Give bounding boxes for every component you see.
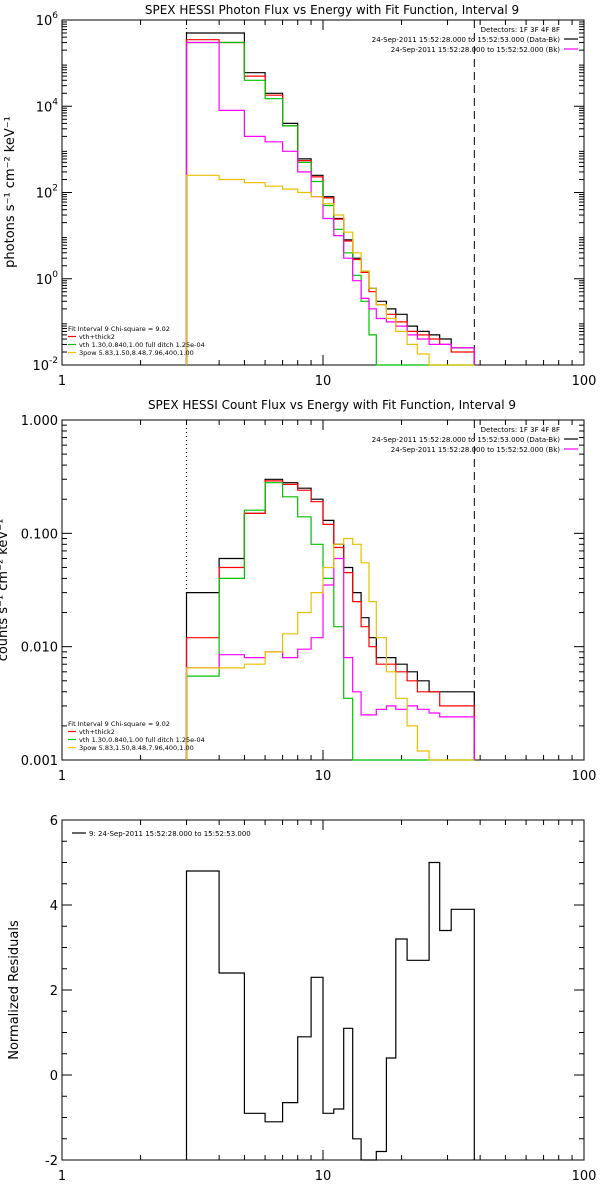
count-legend-detectors: Detectors: 1F 3F 4F 8F 24-Sep-2011 15:52:… (372, 426, 578, 454)
legend-entry-text: Detectors: 1F 3F 4F 8F (481, 26, 560, 34)
legend-entry-text: 24-Sep-2011 15:52:28.000 to 15:52:52.000… (391, 46, 561, 54)
photon-x-tick-label: 100 (572, 374, 597, 389)
count-x-tick-label: 10 (315, 769, 332, 784)
residuals-y-tick-label: -2 (45, 1154, 58, 1169)
photon-x-tick-label: 10 (315, 374, 332, 389)
photon-legend-fit: Fit Interval 9 Chi-square = 9.02vth+thic… (68, 325, 205, 357)
photon-chart-title: SPEX HESSI Photon Flux vs Energy with Fi… (145, 3, 519, 17)
count-series-group (185, 478, 475, 761)
count-x-tick-label: 1 (58, 769, 66, 784)
photon-series-line-4 (185, 174, 475, 366)
count-flux-panel: SPEX HESSI Count Flux vs Energy with Fit… (0, 398, 596, 784)
photon-x-ticks: 1 10 100 (58, 20, 597, 389)
count-chart-title: SPEX HESSI Count Flux vs Energy with Fit… (148, 398, 516, 412)
photon-y-tick-label: 100 (36, 270, 59, 288)
residuals-series-group (185, 861, 475, 1161)
count-series-line-0 (185, 478, 475, 760)
count-y-tick-label: 0.100 (21, 527, 58, 542)
legend-entry-text: Detectors: 1F 3F 4F 8F (481, 426, 560, 434)
residuals-y-tick-label: 2 (50, 984, 58, 999)
legend-entry-text: vth 1.30,0.840,1.00 full ditch 1.25e-04 (79, 736, 205, 744)
photon-x-tick-label: 1 (58, 374, 66, 389)
photon-series-line-1 (185, 39, 475, 365)
count-y-ticks: 0.001 0.010 0.100 1.000 (21, 414, 584, 769)
legend-entry-text: Fit Interval 9 Chi-square = 9.02 (68, 720, 170, 728)
photon-y-tick-label: 106 (36, 11, 59, 29)
residuals-y-tick-label: 4 (50, 899, 58, 914)
photon-y-tick-label: 102 (36, 184, 58, 202)
photon-legend-detectors: Detectors: 1F 3F 4F 8F 24-Sep-2011 15:52:… (372, 26, 578, 54)
count-series-line-4 (185, 537, 475, 761)
residuals-y-axis-label: Normalized Residuals (7, 920, 22, 1060)
legend-entry-text: 24-Sep-2011 15:52:28.000 to 15:52:52.000… (391, 446, 561, 454)
photon-flux-panel: SPEX HESSI Photon Flux vs Energy with Fi… (3, 3, 596, 389)
count-y-tick-label: 1.000 (21, 414, 58, 429)
photon-series-group (185, 32, 475, 366)
legend-entry-text: 3pow 5.83,1.50,8.48,7.96,400,1.00 (79, 349, 194, 357)
legend-entry-text: vth+thick2 (79, 728, 115, 736)
count-series-line-2 (185, 482, 475, 761)
photon-y-axis-label: photons s⁻¹ cm⁻² keV⁻¹ (3, 116, 18, 268)
residuals-x-tick-label: 10 (315, 1169, 332, 1184)
legend-entry-text: 24-Sep-2011 15:52:28.000 to 15:52:53.000… (372, 436, 561, 444)
photon-series-line-3 (185, 41, 475, 365)
count-series-line-1 (185, 480, 475, 760)
residuals-y-tick-label: 0 (50, 1069, 58, 1084)
legend-entry-text: 9: 24-Sep-2011 15:52:28.000 to 15:52:53.… (89, 830, 251, 838)
residuals-series-line-0 (185, 861, 475, 1161)
count-x-ticks: 1 10 100 (58, 420, 597, 784)
residuals-y-tick-label: 6 (50, 814, 58, 829)
count-x-tick-label: 100 (572, 769, 597, 784)
photon-y-tick-label: 10-2 (32, 356, 58, 374)
residuals-x-tick-label: 1 (58, 1169, 66, 1184)
count-legend-fit: Fit Interval 9 Chi-square = 9.02vth+thic… (68, 720, 205, 752)
count-y-tick-label: 0.010 (21, 641, 58, 656)
residuals-x-ticks: 1 10 100 (58, 820, 597, 1184)
count-y-axis-label: counts s⁻¹ cm⁻² keV⁻¹ (0, 519, 11, 662)
count-series-line-3 (185, 557, 475, 760)
residuals-legend: 9: 24-Sep-2011 15:52:28.000 to 15:52:53.… (72, 830, 251, 838)
photon-range-markers (186, 20, 475, 365)
legend-entry-text: Fit Interval 9 Chi-square = 9.02 (68, 325, 170, 333)
legend-entry-text: 24-Sep-2011 15:52:28.000 to 15:52:53.000… (372, 36, 561, 44)
count-range-markers (186, 420, 475, 760)
residuals-panel: Normalized Residuals 1 10 100 -2 0 2 4 6 9: 24… (7, 814, 596, 1184)
legend-entry-text: vth+thick2 (79, 333, 115, 341)
legend-entry-text: 3pow 5.83,1.50,8.48,7.96,400,1.00 (79, 744, 194, 752)
photon-y-ticks: 10-2 100 102 104 106 (32, 11, 584, 374)
legend-entry-text: vth 1.30,0.840,1.00 full ditch 1.25e-04 (79, 341, 205, 349)
residuals-x-tick-label: 100 (572, 1169, 597, 1184)
residuals-y-ticks: -2 0 2 4 6 (45, 814, 584, 1169)
photon-y-tick-label: 104 (36, 97, 59, 115)
count-y-tick-label: 0.001 (21, 754, 58, 769)
photon-series-line-0 (185, 32, 475, 365)
